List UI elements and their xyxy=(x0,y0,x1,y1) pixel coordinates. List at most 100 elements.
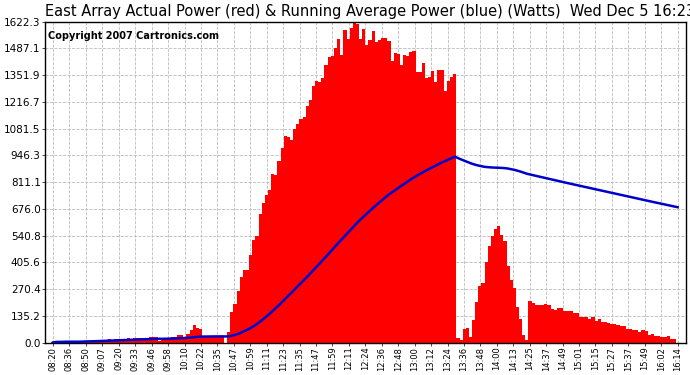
Bar xyxy=(337,39,340,342)
Bar xyxy=(117,339,121,342)
Bar xyxy=(409,52,413,342)
Bar xyxy=(422,63,425,342)
Bar xyxy=(419,72,422,342)
Bar xyxy=(142,338,146,342)
Bar xyxy=(221,338,224,342)
Bar xyxy=(196,328,199,342)
Bar xyxy=(607,323,610,342)
Bar xyxy=(663,337,667,342)
Bar xyxy=(127,338,130,342)
Bar xyxy=(585,318,589,342)
Bar xyxy=(328,57,331,342)
Bar xyxy=(215,337,218,342)
Bar xyxy=(441,70,444,342)
Bar xyxy=(506,266,510,342)
Bar xyxy=(400,65,403,342)
Bar xyxy=(444,91,447,342)
Bar xyxy=(277,161,281,342)
Bar xyxy=(99,340,101,342)
Bar xyxy=(579,317,582,342)
Bar xyxy=(651,334,654,342)
Bar xyxy=(478,286,482,342)
Bar xyxy=(491,236,494,342)
Bar xyxy=(460,340,463,342)
Bar xyxy=(177,335,180,342)
Bar xyxy=(544,304,547,342)
Bar xyxy=(83,341,86,342)
Bar xyxy=(293,129,296,342)
Bar xyxy=(371,31,375,342)
Bar xyxy=(239,277,243,342)
Bar xyxy=(359,39,362,342)
Bar xyxy=(274,174,277,342)
Bar xyxy=(551,309,553,342)
Bar xyxy=(510,280,513,342)
Bar xyxy=(406,56,409,342)
Bar xyxy=(415,72,419,342)
Bar xyxy=(632,330,635,342)
Bar xyxy=(350,28,353,342)
Bar xyxy=(594,321,598,342)
Bar xyxy=(497,225,500,342)
Bar xyxy=(324,64,328,342)
Bar xyxy=(356,24,359,342)
Bar xyxy=(431,71,435,342)
Bar xyxy=(180,334,184,342)
Bar xyxy=(136,338,139,342)
Bar xyxy=(384,38,387,342)
Bar xyxy=(114,339,117,342)
Bar xyxy=(161,339,164,342)
Bar xyxy=(573,313,575,342)
Bar xyxy=(368,40,372,342)
Bar xyxy=(447,81,450,342)
Bar xyxy=(255,236,259,342)
Bar xyxy=(472,320,475,342)
Bar xyxy=(437,70,441,342)
Bar xyxy=(620,326,623,342)
Bar xyxy=(488,246,491,342)
Bar xyxy=(516,307,519,342)
Bar xyxy=(230,312,234,342)
Bar xyxy=(296,124,299,342)
Bar xyxy=(262,204,265,342)
Bar xyxy=(139,338,143,342)
Bar xyxy=(462,328,466,342)
Bar xyxy=(199,329,202,342)
Bar xyxy=(290,140,293,342)
Bar xyxy=(146,338,149,342)
Bar xyxy=(434,82,437,342)
Bar xyxy=(654,336,658,342)
Bar xyxy=(211,338,215,342)
Bar xyxy=(575,313,579,342)
Bar xyxy=(111,340,115,342)
Bar xyxy=(130,339,133,342)
Bar xyxy=(667,336,670,342)
Bar xyxy=(299,120,303,342)
Bar xyxy=(535,305,538,342)
Bar xyxy=(105,340,108,342)
Bar xyxy=(362,29,366,342)
Bar xyxy=(265,195,268,342)
Bar xyxy=(227,332,230,342)
Bar xyxy=(174,337,177,342)
Bar xyxy=(560,308,563,342)
Bar xyxy=(582,316,585,342)
Bar xyxy=(616,325,620,342)
Bar xyxy=(89,341,92,342)
Bar xyxy=(309,100,312,342)
Bar xyxy=(557,308,560,342)
Bar xyxy=(566,310,569,342)
Bar xyxy=(642,330,644,342)
Bar xyxy=(170,337,174,342)
Bar xyxy=(393,53,397,342)
Bar xyxy=(79,341,83,342)
Bar xyxy=(302,117,306,342)
Bar xyxy=(344,30,346,342)
Bar xyxy=(494,229,497,342)
Bar xyxy=(237,291,240,342)
Bar xyxy=(563,311,566,342)
Bar xyxy=(475,302,478,342)
Bar xyxy=(365,45,368,342)
Bar xyxy=(403,56,406,342)
Bar xyxy=(322,78,324,342)
